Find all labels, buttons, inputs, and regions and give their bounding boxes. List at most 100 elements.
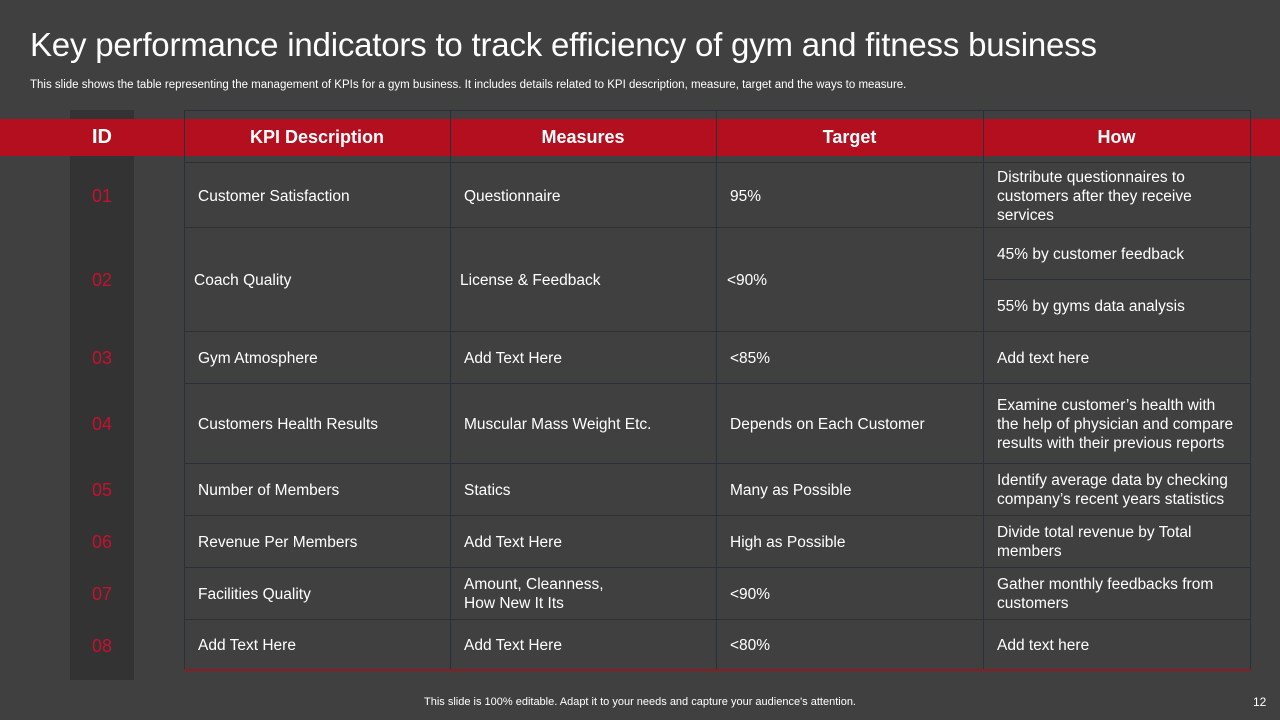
cell-how: 45% by customer feedback	[983, 228, 1250, 280]
cell-measures: Add Text Here	[450, 332, 716, 384]
row-id: 01	[91, 185, 113, 206]
row-id: 06	[91, 531, 113, 552]
cell-target: 95%	[716, 162, 983, 230]
cell-kpi-text: Customers Health Results	[198, 415, 379, 433]
cell-target: <90%	[716, 228, 983, 332]
table-grid	[184, 110, 1251, 671]
cell-kpi-text: Add Text Here	[198, 636, 296, 654]
cell-how-text: Add text here	[997, 349, 1090, 367]
cell-how: Examine customer’s health with the help …	[983, 384, 1250, 464]
cell-target: <90%	[716, 568, 983, 620]
grid-vline	[450, 110, 451, 671]
footer-text: This slide is 100% editable. Adapt it to…	[424, 696, 856, 708]
header-measures: Measures	[541, 127, 625, 147]
table-header-band	[0, 119, 1280, 156]
cell-how-text: Distribute questionnaires to customers a…	[997, 168, 1192, 224]
grid-hline	[983, 279, 1250, 280]
grid-vline	[184, 110, 185, 671]
cell-target-text: High as Possible	[730, 533, 846, 551]
grid-hline	[184, 110, 1251, 111]
cell-measures-text: License & Feedback	[460, 271, 601, 289]
cell-measures-text: Amount, Cleanness, How New It Its	[464, 576, 604, 612]
grid-hline	[184, 463, 1251, 464]
cell-kpi-text: Gym Atmosphere	[198, 349, 318, 367]
table-bottom-border	[184, 669, 1251, 671]
cell-measures-text: Add Text Here	[464, 349, 562, 367]
cell-kpi: Number of Members	[184, 464, 450, 516]
cell-target: Many as Possible	[716, 464, 983, 516]
cell-how-text: Examine customer’s health with the help …	[997, 396, 1234, 452]
cell-measures: Questionnaire	[450, 162, 716, 230]
cell-how: Divide total revenue by Total members	[983, 516, 1250, 568]
grid-hline	[184, 331, 1251, 332]
header-kpi-description: KPI Description	[249, 127, 385, 147]
cell-how: 55% by gyms data analysis	[983, 280, 1250, 332]
cell-measures-text: Muscular Mass Weight Etc.	[464, 415, 652, 433]
cell-measures: Statics	[450, 464, 716, 516]
header-id: ID	[92, 126, 112, 148]
row-id: 08	[91, 635, 113, 656]
grid-hline	[184, 383, 1251, 384]
page-number: 12	[1253, 695, 1267, 709]
cell-measures: Muscular Mass Weight Etc.	[450, 384, 716, 464]
cell-kpi-text: Number of Members	[198, 481, 340, 499]
cell-measures: Add Text Here	[450, 620, 716, 670]
grid-vline	[1250, 110, 1251, 671]
slide-title: Key performance indicators to track effi…	[30, 26, 1097, 63]
cell-how: Add text here	[983, 620, 1250, 670]
cell-measures-text: Statics	[464, 481, 511, 499]
slide-footer: This slide is 100% editable. Adapt it to…	[0, 696, 1280, 708]
cell-how-text: Add text here	[997, 636, 1090, 654]
cell-kpi: Coach Quality	[184, 228, 450, 332]
grid-vline	[983, 110, 984, 671]
cell-how-text: 45% by customer feedback	[997, 245, 1184, 263]
cell-kpi: Customers Health Results	[184, 384, 450, 464]
cell-kpi: Facilities Quality	[184, 568, 450, 620]
cell-measures: Add Text Here	[450, 516, 716, 568]
cell-target-text: <90%	[727, 271, 768, 289]
header-target: Target	[822, 127, 877, 147]
cell-how: Gather monthly feedbacks from customers	[983, 568, 1250, 620]
grid-hline	[184, 227, 1251, 228]
id-column-background	[70, 110, 134, 680]
cell-target: High as Possible	[716, 516, 983, 568]
cell-target: Depends on Each Customer	[716, 384, 983, 464]
row-id: 05	[91, 479, 113, 500]
row-id: 07	[91, 583, 113, 604]
cell-measures: Amount, Cleanness, How New It Its	[450, 568, 716, 620]
cell-target-text: <90%	[730, 585, 771, 603]
cell-measures-text: Add Text Here	[464, 533, 562, 551]
row-id: 03	[91, 347, 113, 368]
grid-hline	[184, 515, 1251, 516]
cell-how-text: 55% by gyms data analysis	[997, 297, 1185, 315]
cell-target: <85%	[716, 332, 983, 384]
cell-kpi: Add Text Here	[184, 620, 450, 670]
cell-kpi-text: Coach Quality	[194, 271, 292, 289]
cell-target-text: Depends on Each Customer	[730, 415, 925, 433]
cell-how-text: Gather monthly feedbacks from customers	[997, 576, 1214, 612]
cell-target-text: <80%	[730, 636, 771, 654]
row-id: 02	[91, 269, 113, 290]
cell-how-text: Identify average data by checking compan…	[997, 472, 1228, 508]
cell-kpi-text: Customer Satisfaction	[198, 187, 350, 205]
grid-hline	[184, 567, 1251, 568]
grid-hline	[184, 162, 1251, 163]
cell-kpi: Revenue Per Members	[184, 516, 450, 568]
grid-vline	[716, 110, 717, 671]
cell-target: <80%	[716, 620, 983, 670]
cell-how-text: Divide total revenue by Total members	[997, 524, 1192, 560]
cell-target-text: <85%	[730, 349, 771, 367]
cell-measures-text: Add Text Here	[464, 636, 562, 654]
cell-kpi-text: Facilities Quality	[198, 585, 311, 603]
grid-hline	[184, 619, 1251, 620]
cell-measures-text: Questionnaire	[464, 187, 561, 205]
cell-target-text: 95%	[730, 187, 762, 205]
cell-target-text: Many as Possible	[730, 481, 852, 499]
cell-measures: License & Feedback	[450, 228, 716, 332]
cell-how: Add text here	[983, 332, 1250, 384]
cell-kpi: Gym Atmosphere	[184, 332, 450, 384]
cell-how: Distribute questionnaires to customers a…	[983, 162, 1250, 230]
cell-kpi: Customer Satisfaction	[184, 162, 450, 230]
cell-how: Identify average data by checking compan…	[983, 464, 1250, 516]
slide-subtitle: This slide shows the table representing …	[30, 79, 907, 91]
